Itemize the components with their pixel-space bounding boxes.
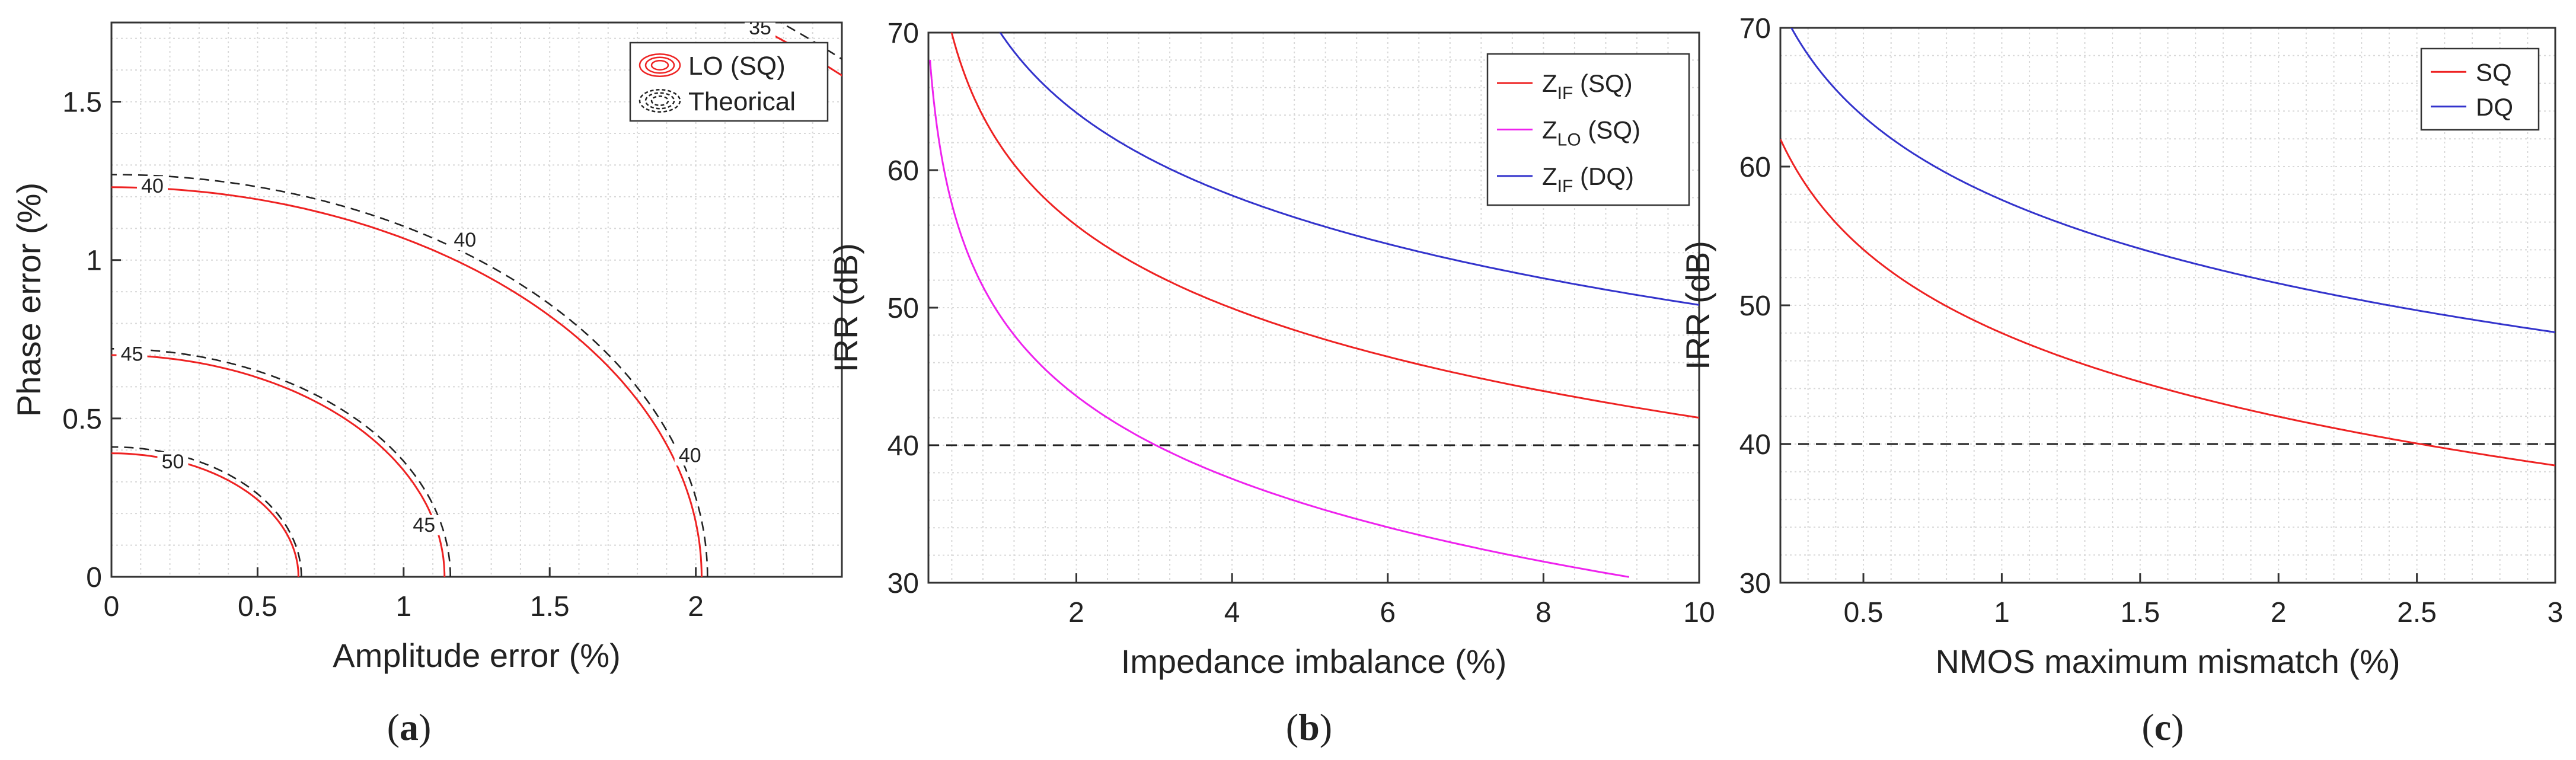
panel-a-x-tick-label: 1 <box>395 591 411 622</box>
panel-b-x-tick-label: 6 <box>1380 597 1396 628</box>
panel-c-x-tick-label: 2.5 <box>2397 597 2437 628</box>
panel-b-y-axis-label: IRR (dB) <box>827 243 864 372</box>
panel-c-line-sq <box>1780 139 2555 467</box>
panel-c-y-tick-label: 40 <box>1739 429 1771 461</box>
panel-c-legend-box <box>2420 47 2540 131</box>
panel-a-contour-label-bg <box>157 452 189 472</box>
panel-c-y-axis-label: IRR (dB) <box>1679 241 1716 370</box>
panel-a-contour-theorical-50 <box>111 446 302 577</box>
panel-c-x-tick-label: 2 <box>2271 597 2287 628</box>
panel-b-panel-label: (b) <box>1286 706 1332 748</box>
panel-a-axes-frame <box>110 21 843 578</box>
panel-a-legend-icon-theorical <box>639 89 681 113</box>
panel-c-legend-label: SQ <box>2476 58 2512 86</box>
panel-a-legend-label: LO (SQ) <box>688 52 786 81</box>
panel-b-x-tick-label: 4 <box>1224 597 1240 628</box>
panel-a-y-tick-label: 1 <box>86 245 102 277</box>
panel-b-line-z-lo-sq <box>929 59 1630 578</box>
panel-b-line-z-if-dq <box>999 33 1699 306</box>
panel-a-contour-label-bg <box>116 344 148 365</box>
panel-a-contour-label-bg <box>674 445 706 466</box>
panel-b-legend: ZIF (SQ) ZLO (SQ) ZIF (DQ) <box>1486 53 1690 206</box>
panel-a-contour-label: 45 <box>413 514 435 537</box>
panel-a-contour-label: 50 <box>162 451 184 473</box>
panel-b-line-chart: 2 4 6 8 10 30 40 50 60 70 Impedance imbalance (%) I… <box>827 18 1715 748</box>
panel-c-y-tick-label: 50 <box>1739 290 1771 322</box>
panel-c-series <box>1780 28 2555 467</box>
panel-b-legend-label: ZIF (SQ) <box>1542 69 1633 103</box>
panel-c-panel-label: (c) <box>2141 706 2184 748</box>
panel-c-x-tick-label: 1.5 <box>2120 597 2160 628</box>
panel-a-x-tick-label: 0.5 <box>238 591 277 622</box>
panel-c-y-tick-label: 70 <box>1739 13 1771 44</box>
panel-b-x-tick-label: 2 <box>1068 597 1084 628</box>
panel-b-y-tick-label: 50 <box>888 293 919 324</box>
panel-c-x-tick-label: 3 <box>2548 597 2564 628</box>
panel-a-contour-label: 45 <box>121 343 143 365</box>
panel-a-x-axis-label: Amplitude error (%) <box>333 637 620 674</box>
panel-a-y-tick-label: 1.5 <box>62 87 102 119</box>
panel-a-contour-label-bg <box>408 515 440 535</box>
panel-b-y-tick-label: 60 <box>888 155 919 187</box>
panel-a-y-tick-label: 0.5 <box>62 404 102 435</box>
panel-b-y-tick-label: 70 <box>888 18 919 49</box>
panel-a-legend: LO (SQ) Theorical <box>629 41 829 122</box>
panel-b-x-tick-label: 10 <box>1683 597 1715 628</box>
panel-c-y-tick-label: 30 <box>1739 568 1771 599</box>
panel-b-line-z-if-sq <box>950 33 1699 419</box>
panel-c-line-chart: 0.5 1 1.5 2 2.5 3 30 40 50 60 70 NMOS maximum misma… <box>1679 13 2564 748</box>
panel-b-y-tick-label: 30 <box>888 568 919 599</box>
panel-a-x-tick-label: 2 <box>688 591 704 622</box>
panel-a-x-tick-label: 0 <box>104 591 120 622</box>
panel-b-legend-label: ZIF (DQ) <box>1542 162 1634 196</box>
panel-a-contour-label-bg <box>136 176 168 197</box>
panel-a-legend-icon-ring <box>644 92 675 110</box>
panel-c-x-tick-label: 0.5 <box>1844 597 1884 628</box>
panel-b-legend-label: ZLO (SQ) <box>1542 116 1640 150</box>
panel-a-legend-icon-ring <box>650 95 669 106</box>
panel-b-series <box>928 33 1699 578</box>
panel-c-y-tick-label: 60 <box>1739 152 1771 183</box>
panel-a-y-tick-label: 0 <box>86 562 102 593</box>
panel-b-y-tick-label: 40 <box>888 430 919 462</box>
panel-a-contour-label: 40 <box>141 175 164 197</box>
panel-a-legend-icon-ring <box>639 89 681 113</box>
panel-a-contour-label: 35 <box>749 17 771 39</box>
panel-a-x-tick-label: 1.5 <box>530 591 570 622</box>
panel-a-contour-theorical-40 <box>111 174 708 577</box>
panel-a-contours: 50 45 45 40 40 40 35 <box>111 17 842 577</box>
panel-a-legend-label: Theorical <box>688 87 796 116</box>
panel-a-contour-chart: 0 0.5 1 1.5 2 0 0.5 1 1.5 Amplitude error (%) Phas… <box>10 17 843 748</box>
panel-b-x-tick-label: 8 <box>1536 597 1552 628</box>
panel-a-legend-icon-ring <box>644 56 675 74</box>
panel-b-x-axis-label: Impedance imbalance (%) <box>1121 643 1507 680</box>
panel-a-panel-label: (a) <box>387 706 432 748</box>
panel-a-contour-theorical-45 <box>111 348 451 577</box>
panel-a-legend-icon-lo-sq <box>639 53 681 77</box>
panel-a-contour-label: 40 <box>454 229 476 251</box>
panel-a-y-axis-label: Phase error (%) <box>10 183 47 417</box>
panel-c-line-dq <box>1790 28 2555 333</box>
panel-a-contour-lo-sq-40 <box>111 186 703 577</box>
panel-c-x-tick-label: 1 <box>1994 597 2010 628</box>
panel-a-contour-label-bg <box>745 23 776 39</box>
panel-c-legend: SQ DQ <box>2420 47 2540 131</box>
panel-c-x-axis-label: NMOS maximum mismatch (%) <box>1935 643 2400 680</box>
panel-a-contour-label-bg <box>449 230 481 250</box>
panel-a-contour-label: 40 <box>679 444 701 467</box>
panel-c-legend-label: DQ <box>2476 93 2513 121</box>
panel-a-legend-icon-ring <box>639 53 681 77</box>
panel-a-legend-icon-ring <box>650 60 669 71</box>
